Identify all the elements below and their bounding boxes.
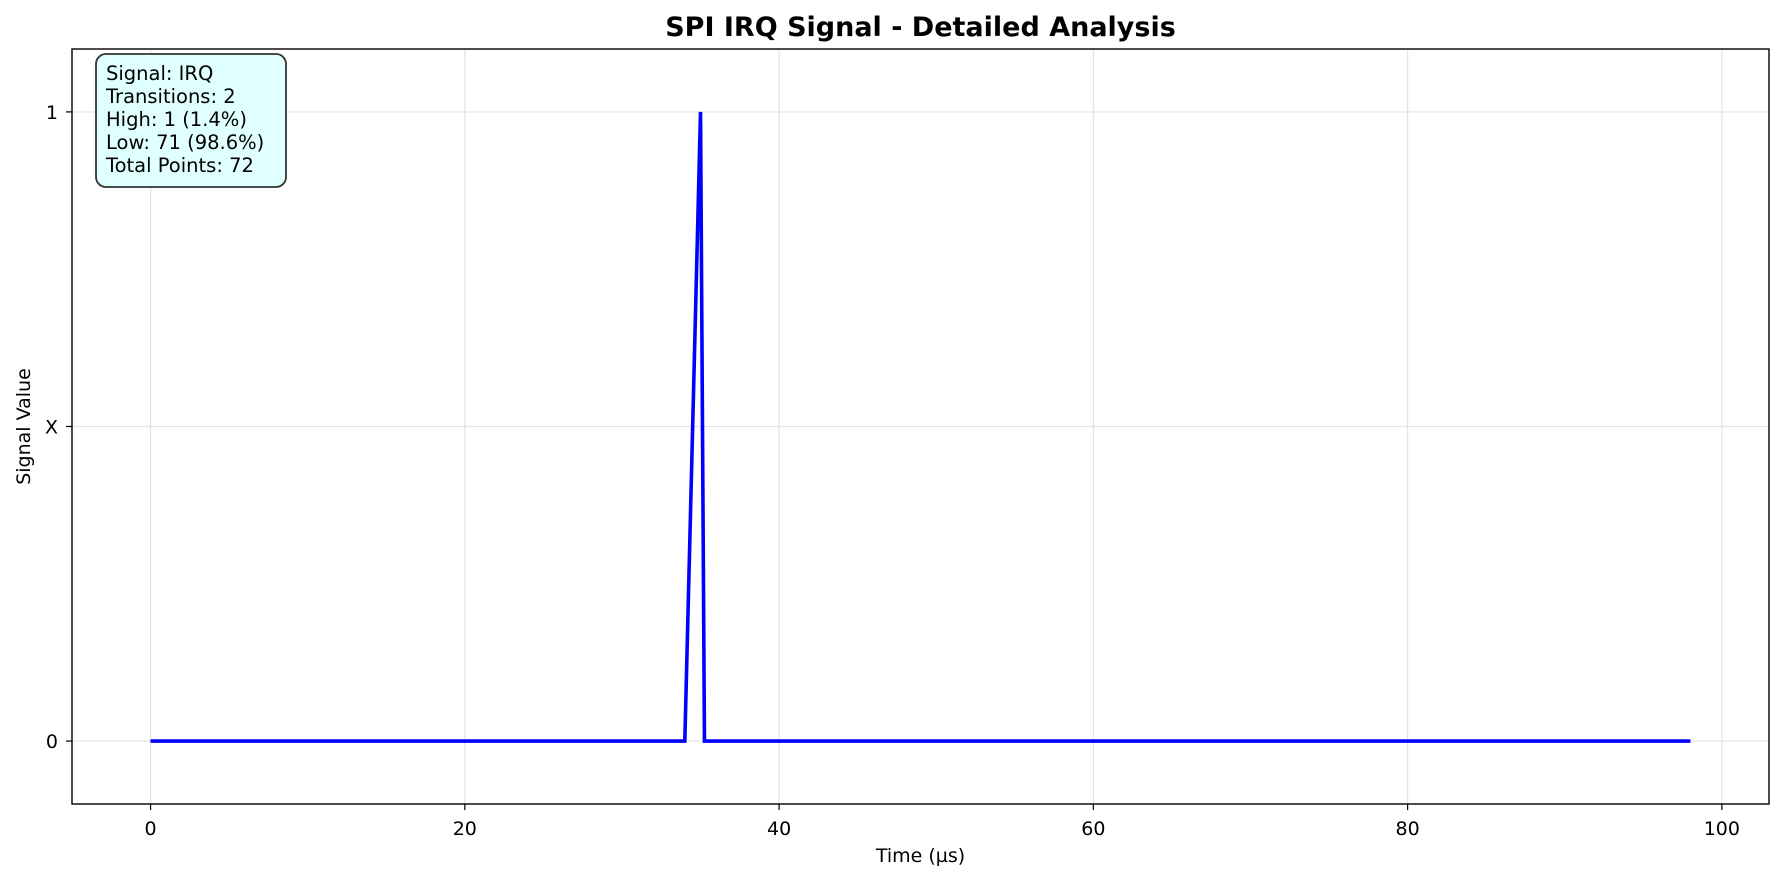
signal-line [150,111,1691,743]
x-tick-label: 100 [1704,818,1740,840]
stats-line: High: 1 (1.4%) [106,108,247,131]
series-layer [150,111,1691,743]
stats-line: Total Points: 72 [105,154,254,177]
y-tick-label: 1 [46,102,58,124]
chart-title: SPI IRQ Signal - Detailed Analysis [665,12,1176,43]
x-axis-label: Time (µs) [875,845,965,867]
stats-line: Signal: IRQ [106,62,213,85]
x-tick-label: 0 [145,818,157,840]
ticks: 0 20 40 60 80 100 0 X 1 [45,102,1740,840]
stats-line: Low: 71 (98.6%) [106,131,264,154]
y-tick-label: 0 [46,731,58,753]
x-tick-label: 20 [453,818,477,840]
stats-line: Transitions: 2 [105,85,236,108]
x-tick-label: 80 [1396,818,1420,840]
stats-box [95,53,287,188]
x-tick-label: 60 [1081,818,1105,840]
x-tick-label: 40 [767,818,791,840]
y-tick-label: X [45,417,58,439]
y-axis-label: Signal Value [13,368,35,485]
